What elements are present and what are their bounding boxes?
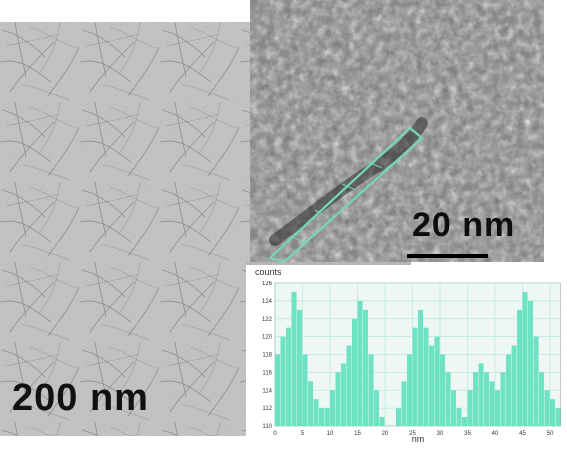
- chart-bar: [308, 381, 314, 426]
- chart-y-axis-title: counts: [255, 267, 282, 277]
- chart-bar: [423, 327, 429, 426]
- left-tem-image: 200 nm: [0, 22, 253, 436]
- chart-x-tick-label: 40: [492, 431, 499, 437]
- chart-y-tick-label: 116: [262, 370, 272, 376]
- chart-x-axis-title: nm: [412, 434, 425, 444]
- chart-y-tick-label: 110: [262, 424, 272, 430]
- chart-bar: [478, 363, 484, 426]
- chart-bar: [517, 309, 523, 426]
- chart-bar: [286, 327, 292, 426]
- chart-x-tick-label: 20: [382, 431, 389, 437]
- top-scale-bar: [407, 254, 488, 258]
- chart-bar: [313, 399, 319, 426]
- chart-bar: [539, 372, 545, 426]
- chart-bar: [434, 336, 440, 426]
- chart-x-tick-label: 10: [327, 431, 334, 437]
- chart-bar: [511, 345, 517, 426]
- chart-bar: [522, 291, 528, 426]
- chart-bar: [462, 417, 468, 426]
- chart-bar: [445, 372, 451, 426]
- chart-bar: [467, 390, 473, 426]
- chart-bar: [330, 390, 336, 426]
- chart-bar: [533, 336, 539, 426]
- chart-bar: [407, 354, 413, 426]
- intensity-profile-panel: 126 124 122 120 118 116 114 112 110 0 5 10 15 20 25 30 3…: [246, 265, 561, 447]
- chart-bar: [341, 363, 347, 426]
- chart-y-tick-label: 122: [262, 317, 273, 323]
- chart-bar: [451, 390, 457, 426]
- chart-bar: [506, 354, 512, 426]
- chart-bar: [473, 372, 479, 426]
- chart-bar: [456, 408, 462, 426]
- left-tem-texture: [0, 22, 253, 436]
- chart-bar: [319, 408, 325, 426]
- chart-bar: [412, 327, 418, 426]
- chart-bar: [396, 408, 402, 426]
- left-scale-label: 200 nm: [12, 377, 149, 419]
- chart-bar: [302, 354, 308, 426]
- chart-y-tick-label: 114: [262, 388, 272, 394]
- chart-bar: [401, 381, 407, 426]
- chart-y-tick-label: 126: [262, 281, 273, 287]
- chart-bar: [352, 318, 358, 426]
- chart-x-tick-label: 35: [464, 431, 471, 437]
- chart-bar: [544, 390, 550, 426]
- chart-bar: [368, 354, 374, 426]
- chart-y-tick-label: 118: [262, 353, 272, 359]
- chart-x-tick-label: 50: [547, 431, 554, 437]
- top-tem-image: 20 nm: [250, 0, 544, 262]
- chart-x-tick-label: 0: [273, 431, 277, 437]
- chart-x-tick-label: 25: [409, 431, 416, 437]
- chart-bar: [374, 390, 380, 426]
- chart-bar: [528, 300, 534, 426]
- chart-x-tick-label: 30: [437, 431, 444, 437]
- chart-bar: [275, 354, 281, 426]
- chart-bar: [357, 300, 363, 426]
- chart-x-tick-label: 15: [354, 431, 361, 437]
- chart-bar: [418, 309, 424, 426]
- chart-bar: [324, 408, 330, 426]
- chart-bar: [484, 372, 490, 426]
- top-tem-texture: [250, 0, 544, 262]
- chart-bar: [335, 372, 341, 426]
- chart-bar: [500, 372, 506, 426]
- chart-y-tick-label: 124: [262, 299, 273, 305]
- chart-y-tick-label: 120: [262, 335, 273, 341]
- chart-bar: [495, 390, 501, 426]
- chart-bar: [363, 309, 369, 426]
- chart-bar: [550, 399, 556, 426]
- top-scale-label: 20 nm: [412, 206, 516, 244]
- chart-bar: [379, 417, 385, 426]
- chart-bar: [489, 381, 495, 426]
- chart-x-tick-label: 5: [301, 431, 305, 437]
- chart-bar: [297, 309, 303, 426]
- chart-bar: [440, 354, 446, 426]
- chart-bar: [280, 336, 286, 426]
- chart-bar: [291, 291, 297, 426]
- chart-bar: [555, 408, 561, 426]
- chart-y-title-background: [246, 265, 324, 281]
- chart-x-tick-label: 45: [519, 431, 526, 437]
- chart-y-tick-label: 112: [262, 406, 272, 412]
- chart-bar: [346, 345, 352, 426]
- chart-bar: [429, 345, 435, 426]
